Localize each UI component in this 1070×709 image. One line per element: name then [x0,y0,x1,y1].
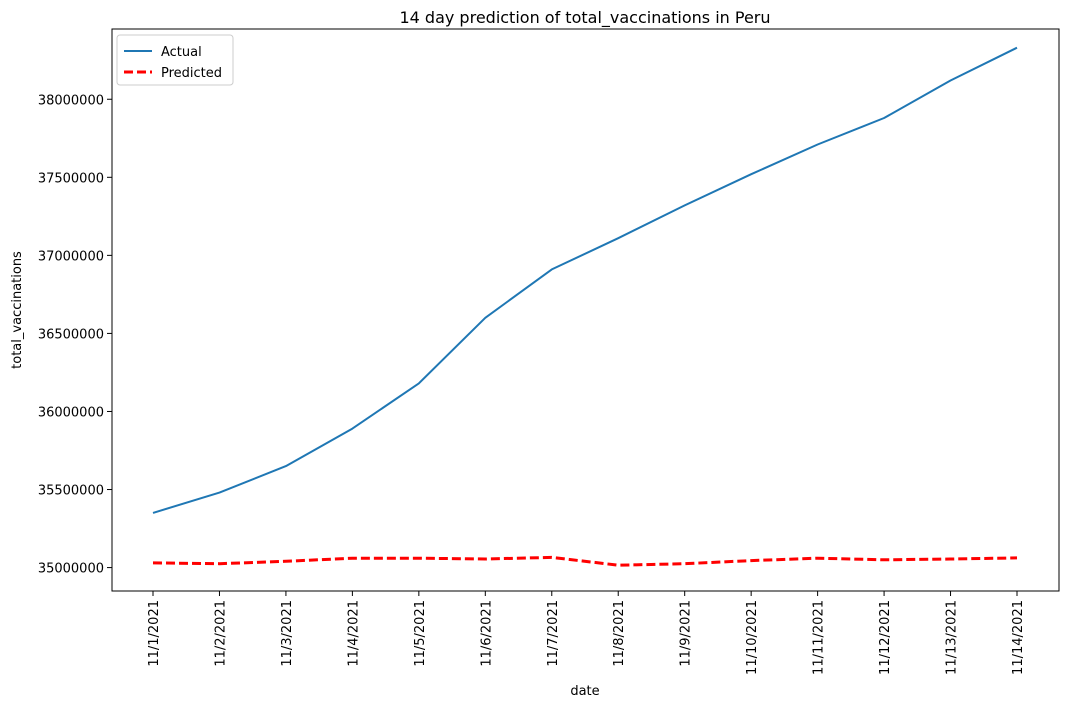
x-tick-label: 11/9/2021 [679,600,694,667]
x-tick-label: 11/1/2021 [147,600,162,667]
y-tick-label: 36500000 [38,327,104,342]
y-axis-label: total_vaccinations [10,251,25,369]
x-axis: 11/1/2021 11/2/2021 11/3/2021 11/4/2021 11/5… [147,591,1026,675]
x-axis-label: date [570,684,599,699]
series-line-actual [152,46,1018,514]
chart-title: 14 day prediction of total_vaccinations … [399,8,770,28]
plot-area [111,28,1060,592]
y-tick-label: 37500000 [38,171,104,186]
series-layer [152,46,1018,567]
x-tick-label: 11/14/2021 [1011,600,1026,675]
y-tick-label: 37000000 [38,249,104,264]
x-tick-label: 11/4/2021 [346,600,361,667]
x-tick-label: 11/8/2021 [612,600,627,667]
legend-label-actual: Actual [161,45,202,60]
x-tick-label: 11/12/2021 [878,600,893,675]
x-tick-label: 11/3/2021 [280,600,295,667]
y-tick-label: 35500000 [38,484,104,499]
series-line-predicted [152,555,1018,567]
y-tick-label: 36000000 [38,405,104,420]
x-tick-label: 11/13/2021 [945,600,960,675]
y-tick-label: 38000000 [38,93,104,108]
legend: Actual Predicted [116,34,234,86]
x-tick-label: 11/2/2021 [213,600,228,667]
plot-frame [111,28,1060,592]
x-tick-label: 11/10/2021 [745,600,760,675]
y-tick-label: 35000000 [38,562,104,577]
x-tick-label: 11/5/2021 [413,600,428,667]
legend-label-predicted: Predicted [161,66,222,81]
x-tick-label: 11/6/2021 [479,600,494,667]
x-tick-label: 11/7/2021 [546,600,561,667]
x-tick-label: 11/11/2021 [812,600,827,675]
y-axis: 35000000 35500000 36000000 36500000 37000000… [38,93,112,577]
